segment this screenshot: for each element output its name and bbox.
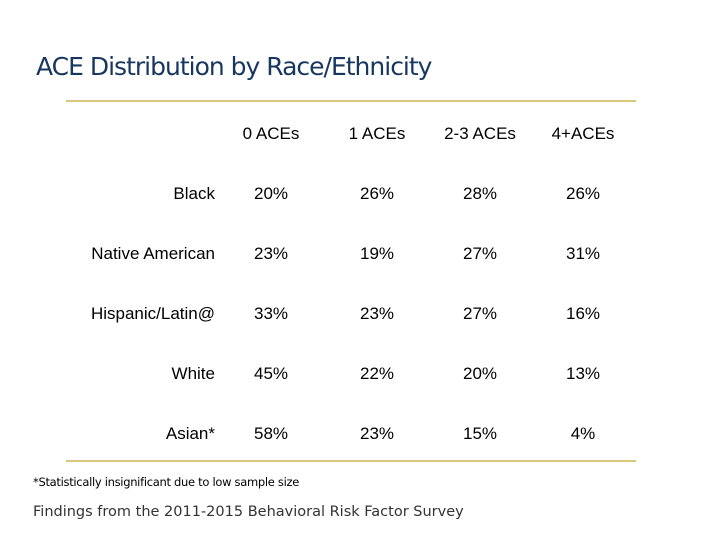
table-cell: 31% — [565, 244, 601, 263]
table-cell: 27% — [462, 244, 498, 263]
table-cell: 27% — [462, 304, 498, 323]
table-cell: 15% — [462, 424, 498, 443]
table-cell: 33% — [253, 304, 289, 323]
footnote: *Statistically insignificant due to low … — [33, 475, 300, 489]
table-cell: 23% — [359, 424, 395, 443]
table-cell: 45% — [253, 364, 289, 383]
column-header-2-3-aces: 2-3 ACEs — [444, 124, 516, 143]
table-cell: 23% — [253, 244, 289, 263]
source-note: Findings from the 2011-2015 Behavioral R… — [33, 504, 464, 520]
table-cell: 26% — [359, 184, 395, 203]
top-divider — [66, 100, 636, 102]
table-cell: 20% — [462, 364, 498, 383]
row-label-black: Black — [173, 184, 215, 203]
row-label-native-american: Native American — [91, 244, 215, 263]
bottom-divider — [66, 460, 636, 462]
table-cell: 23% — [359, 304, 395, 323]
row-label-hispanic-latin: Hispanic/Latin@ — [90, 304, 215, 323]
column-header-1-aces: 1 ACEs — [348, 124, 406, 143]
table-cell: 4% — [570, 424, 596, 443]
column-header-4-plus-aces: 4+ACEs — [551, 124, 615, 143]
table-cell: 19% — [359, 244, 395, 263]
slide-title: ACE Distribution by Race/Ethnicity — [36, 52, 432, 81]
table-cell: 13% — [565, 364, 601, 383]
table-cell: 16% — [565, 304, 601, 323]
table-cell: 22% — [359, 364, 395, 383]
row-label-asian: Asian* — [165, 424, 215, 443]
table-cell: 28% — [462, 184, 498, 203]
column-header-0-aces: 0 ACEs — [242, 124, 300, 143]
row-label-white: White — [171, 364, 215, 383]
table-cell: 20% — [253, 184, 289, 203]
table-cell: 58% — [253, 424, 289, 443]
table-cell: 26% — [565, 184, 601, 203]
